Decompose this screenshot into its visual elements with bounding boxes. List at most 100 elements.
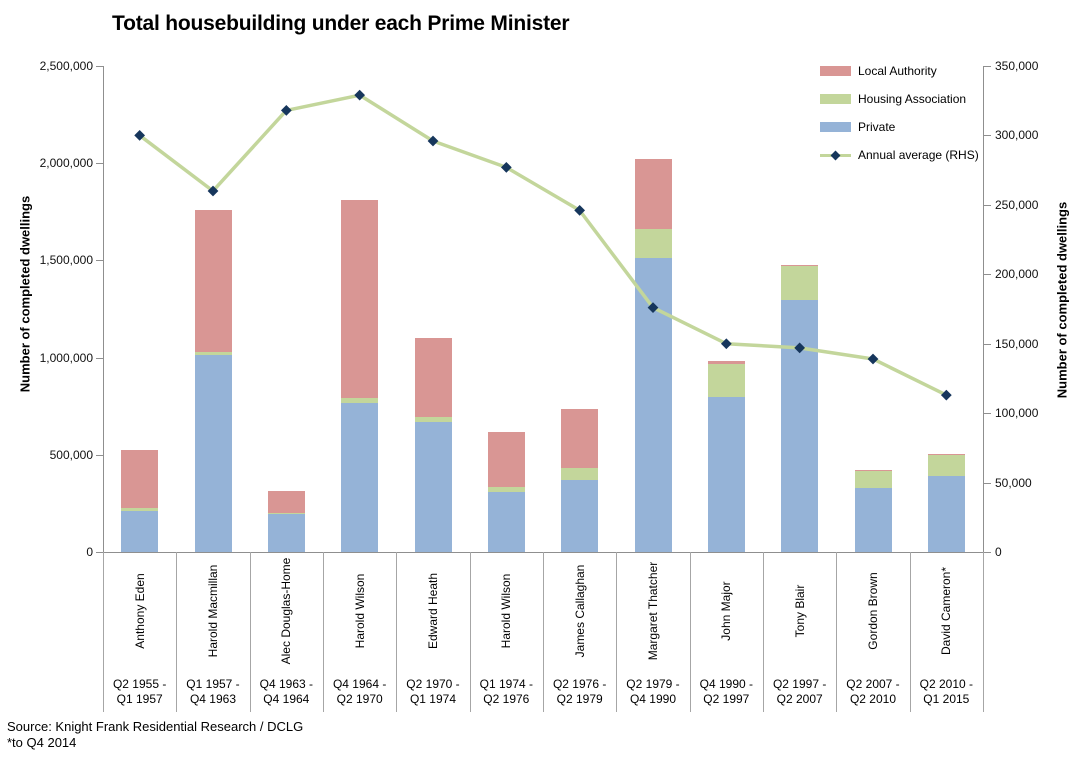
category-label: Harold Macmillan	[206, 564, 220, 658]
chart-title: Total housebuilding under each Prime Min…	[112, 12, 570, 35]
left-tick-mark	[96, 163, 103, 165]
right-tick-label: 250,000	[995, 197, 1039, 212]
bar-segment-local-authority	[267, 490, 305, 514]
category-label: David Cameron*	[939, 566, 954, 656]
category-label: James Callaghan	[572, 564, 587, 658]
legend: Local Authority Housing Association Priv…	[820, 57, 979, 169]
category-period: Q4 1963 - Q4 1964	[259, 677, 313, 706]
category-label: Gordon Brown	[866, 572, 880, 650]
category-period: Q4 1990 - Q2 1997	[699, 677, 753, 706]
bar-segment-private	[487, 491, 525, 552]
diamond-marker-icon	[574, 205, 586, 216]
left-tick-label: 1,000,000	[39, 350, 93, 365]
housing-association-swatch-icon	[820, 94, 851, 104]
category-label: Harold Wilson	[352, 573, 367, 649]
bar-segment-housing-association	[487, 486, 525, 492]
category-period: Q2 2010 - Q1 2015	[919, 677, 973, 706]
bar-segment-housing-association	[561, 468, 599, 481]
right-tick-mark	[984, 482, 991, 484]
category-separator	[909, 552, 911, 712]
category-separator	[103, 552, 104, 712]
source-text: Source: Knight Frank Residential Researc…	[7, 719, 303, 751]
source-line: Source: Knight Frank Residential Researc…	[7, 719, 304, 734]
left-tick-mark	[96, 357, 103, 359]
diamond-marker-icon	[720, 338, 732, 350]
bar-segment-private	[634, 258, 672, 552]
bar-segment-local-authority	[561, 409, 599, 469]
category-separator	[396, 552, 398, 712]
category-separator	[689, 552, 691, 712]
bar-segment-housing-association	[707, 364, 745, 398]
bar-segment-local-authority	[121, 449, 159, 509]
right-tick-label: 0	[995, 545, 1002, 559]
bar-segment-housing-association	[854, 471, 892, 488]
category-label: Margaret Thatcher	[646, 561, 660, 661]
right-tick-mark	[984, 552, 991, 553]
category-separator	[616, 552, 618, 712]
legend-label: Local Authority	[858, 64, 937, 78]
bar-segment-private	[341, 403, 379, 552]
diamond-marker-icon	[940, 389, 952, 401]
right-tick-mark	[984, 66, 991, 67]
category-period: Q2 1970 - Q1 1974	[406, 677, 460, 706]
bar-segment-local-authority	[781, 265, 819, 267]
diamond-marker-icon	[354, 89, 366, 101]
diamond-marker-icon	[134, 130, 146, 141]
right-tick-label: 350,000	[995, 59, 1039, 73]
left-tick-mark	[96, 552, 103, 553]
left-axis-line	[103, 66, 104, 552]
category-separator	[323, 552, 324, 712]
right-axis-title: Number of completed dwellings	[1054, 201, 1070, 399]
left-tick-mark	[96, 260, 103, 262]
bar-segment-private	[854, 487, 892, 552]
bar-segment-private	[561, 480, 599, 552]
category-label: Anthony Eden	[132, 573, 147, 649]
left-tick-label: 2,000,000	[39, 156, 93, 171]
bar-segment-housing-association	[267, 513, 305, 515]
right-tick-label: 200,000	[995, 267, 1039, 282]
legend-item-local-authority: Local Authority	[820, 57, 979, 85]
legend-label: Annual average (RHS)	[858, 148, 979, 162]
left-tick-mark	[96, 454, 103, 456]
right-tick-mark	[984, 274, 991, 276]
category-period: Q2 1976 - Q2 1979	[552, 677, 607, 706]
right-tick-mark	[984, 343, 991, 345]
legend-item-housing-association: Housing Association	[820, 85, 979, 113]
bar-segment-housing-association	[927, 454, 965, 477]
category-separator	[469, 552, 471, 712]
bar-segment-local-authority	[414, 338, 452, 417]
legend-item-private: Private	[820, 113, 979, 141]
right-tick-label: 50,000	[995, 475, 1032, 490]
diamond-marker-icon	[207, 185, 219, 197]
left-tick-label: 2,500,000	[39, 59, 93, 73]
right-tick-mark	[984, 413, 991, 415]
category-separator	[249, 552, 251, 712]
local-authority-swatch-icon	[820, 66, 851, 76]
category-period: Q2 1997 - Q2 2007	[772, 677, 827, 706]
bar-segment-housing-association	[781, 266, 819, 301]
bar-segment-private	[707, 397, 745, 552]
diamond-marker-icon	[280, 105, 292, 116]
footnote-line: *to Q4 2014	[7, 735, 77, 750]
diamond-marker-icon	[500, 161, 512, 173]
diamond-marker-icon	[830, 150, 841, 160]
legend-label: Housing Association	[858, 92, 967, 106]
bar-segment-local-authority	[341, 200, 379, 399]
left-tick-label: 0	[86, 545, 93, 559]
bar-segment-housing-association	[634, 229, 672, 259]
category-period: Q2 1955 - Q1 1957	[112, 677, 167, 706]
category-label: John Major	[719, 581, 734, 641]
diamond-marker-icon	[427, 135, 439, 147]
category-label: Edward Heath	[426, 572, 440, 650]
bar-segment-housing-association	[341, 398, 379, 404]
private-swatch-icon	[820, 122, 851, 132]
category-period: Q4 1964 - Q2 1970	[332, 677, 387, 706]
bar-segment-private	[194, 354, 232, 552]
bar-segment-local-authority	[487, 432, 525, 487]
category-period: Q2 2007 - Q2 2010	[846, 677, 900, 706]
bar-segment-housing-association	[414, 416, 452, 422]
bar-segment-private	[414, 421, 452, 552]
left-tick-mark	[96, 66, 103, 67]
right-tick-label: 300,000	[995, 128, 1039, 143]
